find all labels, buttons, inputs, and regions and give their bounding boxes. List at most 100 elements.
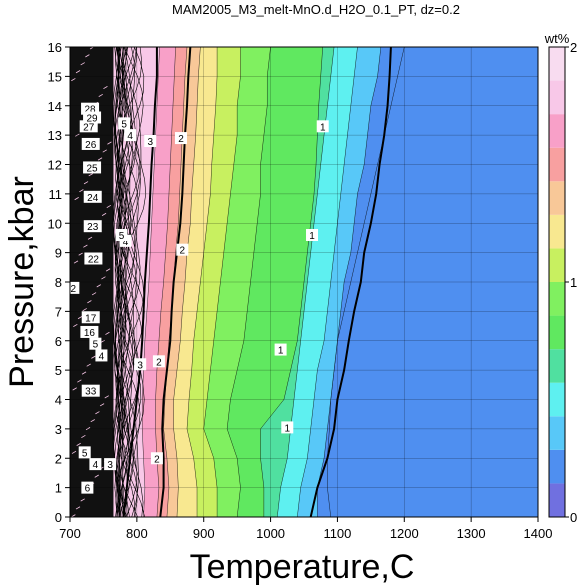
- dense-stripe-29: [96, 284, 101, 288]
- y-tick-label: 6: [55, 334, 62, 349]
- dense-stripe-46: [102, 149, 107, 153]
- dense-stripe-8: [71, 450, 77, 454]
- contour-label-12: 5: [78, 446, 91, 459]
- dense-stripe-27: [87, 300, 92, 304]
- x-tick-label: 1400: [524, 526, 553, 541]
- contour-label-bg: [89, 458, 102, 471]
- contour-label-bg: [134, 358, 147, 371]
- contour-label-text: 3: [147, 137, 153, 148]
- contour-label-bg: [306, 229, 319, 241]
- colorbar-segment: [549, 349, 565, 383]
- contour-label-text: 2: [71, 284, 77, 295]
- contour-label-text: 4: [93, 460, 99, 471]
- y-tick-label: 4: [55, 393, 62, 408]
- contour-label-text: 3: [137, 360, 143, 371]
- dense-stripe-12: [90, 419, 95, 423]
- contour-label-9: 3: [144, 135, 157, 148]
- y-tick-label: 13: [48, 128, 62, 143]
- colorbar-tick-label: 0: [570, 510, 577, 525]
- contour-label-14: 4: [95, 349, 108, 362]
- x-tick-label: 1300: [457, 526, 486, 541]
- colorbar-tick-label: 2: [570, 40, 577, 55]
- y-tick-label: 9: [55, 246, 62, 261]
- x-tick-label: 800: [126, 526, 148, 541]
- colorbar-segment: [549, 47, 565, 81]
- dense-stripe-13: [95, 411, 100, 415]
- dense-stripe-32: [73, 260, 79, 264]
- contour-label-bg: [104, 458, 117, 471]
- contour-label-text: 16: [84, 328, 96, 339]
- dense-stripe-45: [97, 157, 103, 161]
- contour-label-text: 1: [278, 346, 284, 357]
- contour-label-8: 3: [134, 358, 147, 371]
- contour-label-24: 24: [83, 190, 102, 204]
- colorbar-segment: [549, 315, 565, 350]
- colorbar-segment: [549, 181, 565, 215]
- contour-label-23: 23: [83, 220, 102, 233]
- colorbar-segment: [549, 114, 565, 148]
- contour-label-bg: [174, 132, 187, 145]
- contour-label-26: 26: [81, 137, 100, 151]
- contour-label-text: 1: [320, 122, 326, 133]
- contour-label-text: 29: [87, 114, 99, 125]
- contour-label-text: 27: [83, 122, 95, 133]
- contour-label-bg: [84, 252, 103, 265]
- contour-label-text: 5: [93, 340, 99, 351]
- contour-label-0: 1: [281, 421, 294, 434]
- dense-stripe-23: [105, 331, 110, 335]
- dense-stripe-40: [74, 197, 79, 201]
- y-tick-label: 15: [48, 69, 62, 84]
- colorbar-segment: [549, 416, 565, 450]
- contour-label-text: 6: [85, 484, 91, 495]
- contour-label-bg: [118, 117, 131, 130]
- colorbar-segment: [549, 80, 565, 115]
- colorbar-segment: [549, 449, 565, 484]
- contour-label-text: 2: [154, 454, 160, 465]
- x-axis-ticks: 700 800 900 1000 1100 1200 1300 1400: [59, 517, 552, 541]
- colorbar-segment: [549, 282, 565, 316]
- dense-stripe-33: [78, 252, 83, 256]
- dense-stripe-14: [99, 403, 105, 407]
- dense-stripe-5: [94, 474, 99, 478]
- contour-label-text: 2: [180, 246, 186, 257]
- dense-stripe-58: [85, 54, 90, 58]
- contour-label-text: 2: [156, 357, 162, 368]
- dense-stripe-35: [87, 236, 93, 240]
- contour-label-bg: [81, 481, 94, 494]
- contour-label-text: 28: [84, 105, 96, 116]
- contour-label-text: 5: [119, 231, 125, 242]
- contour-label-text: 17: [85, 313, 97, 324]
- contour-label-text: 2: [178, 134, 184, 145]
- y-tick-label: 8: [55, 275, 62, 290]
- dense-stripe-24: [73, 323, 78, 327]
- x-tick-label: 1100: [323, 526, 351, 541]
- x-tick-label: 1000: [256, 526, 285, 541]
- colorbar-segment: [549, 248, 565, 282]
- contour-label-bg: [89, 337, 102, 350]
- y-axis-label: Pressure,kbar: [3, 176, 41, 388]
- contour-label-bg: [83, 161, 102, 174]
- contour-label-bg: [281, 421, 294, 434]
- contour-label-bg: [80, 325, 99, 338]
- contour-label-text: 4: [99, 351, 105, 362]
- y-tick-label: 16: [48, 40, 62, 55]
- y-tick-label: 2: [55, 451, 62, 466]
- contour-label-22: 22: [84, 252, 103, 266]
- contour-label-bg: [83, 111, 102, 124]
- dense-stripe-56: [75, 70, 81, 74]
- contour-label-bg: [81, 137, 100, 150]
- contour-label-bg: [124, 129, 137, 142]
- contour-label-text: 5: [121, 119, 127, 130]
- dense-stripe-19: [86, 363, 91, 367]
- dense-stripe-43: [88, 173, 93, 177]
- contour-label-bg: [95, 349, 108, 362]
- dense-stripe-2: [80, 498, 85, 502]
- contour-label-25: 25: [83, 161, 102, 174]
- contour-label-6: 2: [176, 243, 189, 257]
- y-tick-label: 0: [55, 510, 62, 525]
- x-tick-label: 1200: [390, 526, 419, 541]
- dense-stripe-57: [80, 62, 85, 66]
- contour-label-30: 2: [67, 281, 80, 295]
- y-tick-label: 14: [48, 99, 62, 114]
- contour-label-bg: [83, 220, 102, 233]
